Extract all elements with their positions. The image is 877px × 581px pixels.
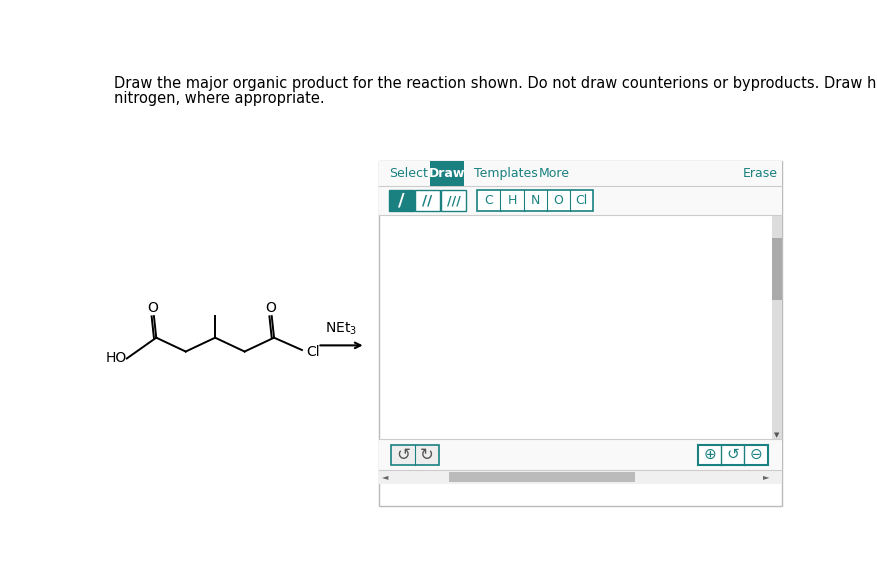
- Text: H: H: [507, 194, 516, 207]
- Bar: [379, 439, 781, 470]
- Bar: [697, 444, 766, 465]
- Bar: [390, 444, 438, 465]
- Bar: [389, 190, 413, 211]
- Text: NEt$_3$: NEt$_3$: [325, 320, 357, 336]
- Text: ↺: ↺: [396, 446, 410, 464]
- Text: C: C: [484, 194, 493, 207]
- Bar: [771, 215, 781, 439]
- Text: N: N: [530, 194, 539, 207]
- Text: Erase: Erase: [743, 167, 777, 180]
- Text: ///: ///: [446, 194, 460, 207]
- Text: ↻: ↻: [419, 446, 433, 464]
- Text: ↺: ↺: [725, 447, 738, 462]
- Text: Cl: Cl: [305, 345, 319, 358]
- Bar: [379, 160, 781, 186]
- Bar: [415, 190, 439, 211]
- Text: ◄: ◄: [381, 472, 388, 482]
- Text: ⊖: ⊖: [749, 447, 761, 462]
- Text: Cl: Cl: [575, 194, 588, 207]
- Text: Select: Select: [389, 167, 427, 180]
- Bar: [430, 160, 463, 186]
- Bar: [772, 238, 781, 300]
- Text: ►: ►: [762, 472, 768, 482]
- Text: More: More: [538, 167, 568, 180]
- Bar: [441, 190, 466, 211]
- Text: Draw: Draw: [428, 167, 465, 180]
- Text: O: O: [265, 300, 276, 314]
- Bar: [379, 470, 781, 484]
- Text: O: O: [553, 194, 563, 207]
- Text: nitrogen, where appropriate.: nitrogen, where appropriate.: [114, 91, 324, 106]
- Bar: [449, 472, 634, 482]
- Text: /: /: [397, 192, 404, 210]
- Bar: [476, 190, 593, 211]
- Text: ⊕: ⊕: [702, 447, 715, 462]
- Bar: [379, 160, 781, 505]
- Text: ▼: ▼: [774, 432, 779, 437]
- Text: HO: HO: [105, 352, 126, 365]
- Bar: [379, 186, 781, 215]
- Text: O: O: [147, 300, 159, 314]
- Text: //: //: [422, 193, 432, 207]
- Text: Draw the major organic product for the reaction shown. Do not draw counterions o: Draw the major organic product for the r…: [114, 76, 877, 91]
- Text: Templates: Templates: [474, 167, 537, 180]
